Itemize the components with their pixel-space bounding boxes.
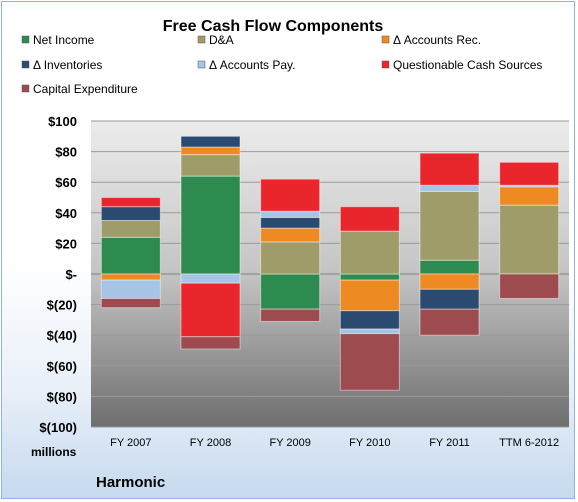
y-axis: $100 $80 $60 $40 $20 $- $(20) $(40) $(60) $(80) $(… [39,114,77,435]
bar-segment-d-a [419,190,480,261]
legend-item-inventories: Δ Inventories [21,58,102,72]
bar-segment-accounts-rec [180,146,241,156]
legend-label: Δ Inventories [33,58,102,72]
bar-segment-accounts-rec [499,186,560,206]
legend: Net Income D&A Δ Accounts Rec. Δ Inventorie… [21,33,542,96]
legend-label: D&A [209,33,234,47]
bar-segment-inventories [339,310,400,330]
x-axis: FY 2007 FY 2008 FY 2009 FY 2010 FY 2011 TTM 6… [110,437,559,449]
legend-label: Questionable Cash Sources [393,58,542,72]
bar-segment-accounts-pay [100,279,161,299]
bar-segment-inventories [419,288,480,310]
gridlines [91,120,569,428]
footer-text: Harmonic [96,474,165,491]
x-tick-label: TTM 6-2012 [499,437,559,449]
x-tick-label: FY 2011 [429,437,470,449]
legend-swatch [21,35,30,44]
bar-segment-capital-expenditure [499,273,560,299]
legend-label: Δ Accounts Pay. [209,58,296,72]
bar-segment-d-a [260,241,321,275]
y-tick-label: $(20) [47,298,77,313]
bar-segment-accounts-rec [260,227,321,243]
bar-segment-inventories [260,216,321,229]
y-tick-label: $- [65,267,77,282]
bar-segment-questionable-cash-sources [100,197,161,208]
bar-segment-inventories [100,206,161,221]
legend-item-capital-expenditure: Capital Expenditure [21,82,138,96]
chart-title: Free Cash Flow Components [163,18,384,35]
bar-segment-d-a [499,204,560,275]
y-tick-label: $60 [55,175,77,190]
bar-segment-questionable-cash-sources [499,161,560,186]
legend-item-net-income: Net Income [21,33,95,47]
x-tick-label: FY 2007 [110,437,151,449]
bar-segment-net-income [339,273,400,281]
y-tick-label: $100 [48,114,77,129]
bar-segment-questionable-cash-sources [419,152,480,186]
bar-segment-net-income [260,273,321,310]
y-tick-label: $(80) [47,389,77,404]
bar-segment-net-income [419,259,480,275]
legend-swatch [21,84,30,93]
legend-swatch [21,60,30,69]
y-tick-label: $(60) [47,359,77,374]
y-tick-label: $(40) [47,328,77,343]
legend-swatch [381,35,390,44]
bar-segment-net-income [180,175,241,275]
legend-item-questionable-cash-sources: Questionable Cash Sources [381,58,542,72]
bar-segment-accounts-pay [260,210,321,218]
x-tick-label: FY 2010 [349,437,390,449]
y-tick-label: $80 [55,145,77,160]
bar-segment-net-income [100,236,161,275]
bar-segment-questionable-cash-sources [180,282,241,338]
bars [100,135,560,391]
legend-swatch [197,35,206,44]
bar-segment-capital-expenditure [419,308,480,336]
legend-item-d-a: D&A [197,33,234,47]
bar-segment-d-a [180,154,241,177]
legend-item-accounts-pay: Δ Accounts Pay. [197,58,296,72]
bar-segment-inventories [180,135,241,148]
bar-segment-accounts-rec [100,273,161,281]
bar-segment-accounts-pay [180,273,241,284]
bar-segment-accounts-rec [339,279,400,312]
bar-segment-capital-expenditure [339,333,400,391]
bar-segment-accounts-pay [419,184,480,192]
legend-label: Δ Accounts Rec. [393,33,481,47]
bar-segment-accounts-pay [339,328,400,335]
x-tick-label: FY 2009 [269,437,310,449]
bar-segment-capital-expenditure [100,297,161,309]
bar-segment-questionable-cash-sources [339,206,400,232]
y-axis-label: millions [31,445,77,459]
legend-item-accounts-rec: Δ Accounts Rec. [381,33,481,47]
y-tick-label: $(100) [39,420,77,435]
legend-label: Capital Expenditure [33,82,138,96]
legend-swatch [381,60,390,69]
bar-segment-d-a [100,219,161,238]
bar-segment-capital-expenditure [180,336,241,350]
bar-segment-d-a [339,230,400,275]
bar-segment-accounts-rec [419,273,480,290]
bar-segment-capital-expenditure [260,308,321,322]
legend-swatch [197,60,206,69]
y-tick-label: $40 [55,206,77,221]
legend-label: Net Income [33,33,95,47]
x-tick-label: FY 2008 [190,437,231,449]
y-tick-label: $20 [55,236,77,251]
bar-segment-questionable-cash-sources [260,178,321,212]
